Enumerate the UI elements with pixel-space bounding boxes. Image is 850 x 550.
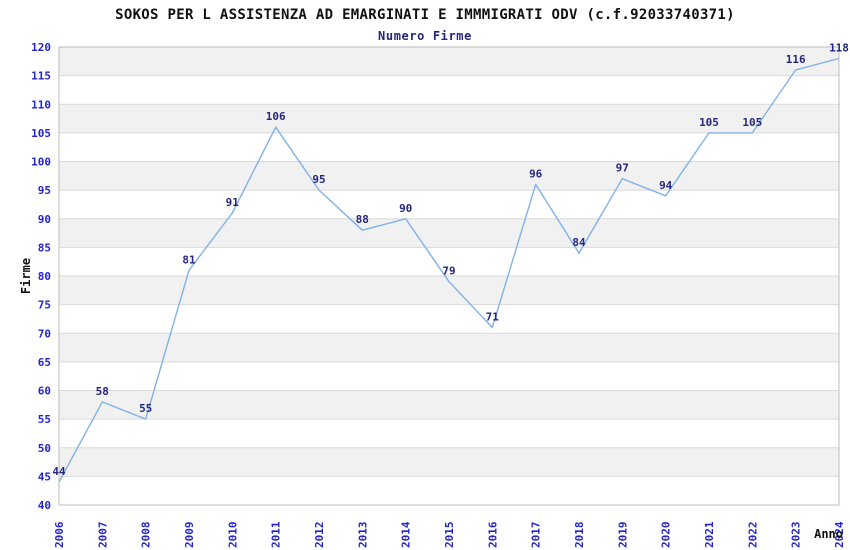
data-labels: 44 58 55 81 91 106 95 88 90 79 71 96 84 97 94 105 105 116…: [52, 42, 849, 479]
data-label: 97: [616, 162, 629, 175]
x-tick-label: 2009: [183, 522, 196, 549]
plot-band: [59, 276, 839, 305]
data-label: 58: [96, 385, 109, 398]
x-tick-label: 2024: [833, 521, 846, 548]
x-tick-label: 2017: [530, 522, 543, 549]
plot-band: [59, 447, 839, 477]
y-tick-label: 85: [38, 241, 51, 254]
x-tick-label: 2022: [746, 522, 759, 549]
plot-band: [59, 161, 839, 191]
data-label: 90: [399, 202, 412, 215]
plot-bands: [59, 47, 839, 477]
y-tick-label: 110: [31, 98, 51, 111]
x-tick-label: 2016: [486, 521, 499, 548]
data-label: 116: [786, 53, 806, 66]
y-tick-label: 90: [38, 213, 51, 226]
y-tick-label: 80: [38, 270, 51, 283]
data-label: 96: [529, 167, 543, 180]
series-line: [58, 57, 840, 483]
x-tick-label: 2023: [790, 522, 803, 549]
y-tick-label: 105: [31, 127, 51, 140]
chart-title: SOKOS PER L ASSISTENZA AD EMARGINATI E I…: [115, 7, 735, 23]
y-tick-label: 40: [38, 499, 51, 512]
data-label: 88: [356, 213, 369, 226]
x-tick-label: 2020: [660, 522, 673, 549]
y-tick-label: 50: [38, 442, 51, 455]
data-label: 71: [486, 311, 500, 324]
y-tick-label: 115: [31, 70, 51, 83]
plot-band: [59, 218, 839, 248]
x-tick-label: 2018: [573, 522, 586, 549]
data-label: 55: [139, 402, 152, 415]
data-label: 94: [659, 179, 673, 192]
y-tick-label: 45: [38, 470, 51, 483]
plot-band: [59, 104, 839, 133]
data-label: 95: [312, 173, 325, 186]
data-label: 118: [829, 42, 849, 55]
x-tick-label: 2019: [616, 522, 629, 549]
y-tick-label: 100: [31, 156, 51, 169]
x-tick-label: 2012: [313, 522, 326, 549]
y-tick-label: 65: [38, 356, 51, 369]
data-label: 91: [226, 196, 240, 209]
y-axis-title: Firme: [19, 258, 33, 294]
data-label: 84: [572, 236, 586, 249]
y-axis-ticks: 40 45 50 55 60 65 70 75 80 85 90 95 100 105 110 115 120: [31, 41, 51, 512]
x-axis-ticks: 2006 2007 2008 2009 2010 2011 2012 2013 2014 2015…: [53, 521, 846, 548]
x-tick-label: 2015: [443, 522, 456, 549]
y-tick-label: 55: [38, 413, 51, 426]
y-tick-label: 60: [38, 385, 51, 398]
x-tick-label: 2014: [400, 521, 413, 548]
x-tick-label: 2007: [96, 522, 109, 549]
x-tick-label: 2008: [140, 522, 153, 549]
data-label: 105: [699, 116, 719, 129]
plot-border: [58, 46, 840, 506]
data-label: 105: [742, 116, 762, 129]
y-tick-label: 120: [31, 41, 51, 54]
data-label: 81: [182, 253, 196, 266]
plot-band: [59, 47, 839, 76]
x-tick-label: 2011: [270, 521, 283, 548]
plot-band: [59, 333, 839, 362]
data-label: 106: [266, 110, 286, 123]
gridlines: [59, 46, 839, 506]
x-tick-label: 2013: [356, 522, 369, 549]
x-axis-title: Anno: [814, 527, 843, 541]
plot-band: [59, 390, 839, 420]
data-label: 44: [52, 465, 66, 478]
x-tick-label: 2021: [703, 521, 716, 548]
y-tick-label: 70: [38, 327, 51, 340]
y-tick-label: 75: [38, 299, 51, 312]
data-label: 79: [442, 265, 455, 278]
x-tick-label: 2006: [53, 521, 66, 548]
chart-subtitle: Numero Firme: [378, 29, 472, 43]
y-tick-label: 95: [38, 184, 51, 197]
x-tick-label: 2010: [226, 522, 239, 549]
